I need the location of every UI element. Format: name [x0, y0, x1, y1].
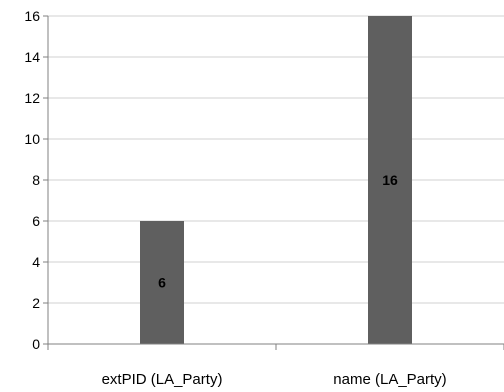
y-tick-label: 14: [24, 49, 40, 65]
x-category-label: extPID (LA_Party): [102, 371, 223, 388]
y-tick-label: 16: [24, 8, 40, 24]
y-tick-label: 2: [32, 295, 40, 311]
data-labels: 6 16: [158, 172, 398, 291]
bar: [368, 16, 412, 344]
y-tick-labels: 0 2 4 6 8 10 12 14 16: [24, 8, 40, 352]
x-category-label: name (LA_Party): [333, 371, 446, 388]
y-tick-label: 10: [24, 131, 40, 147]
gridlines: [43, 15, 504, 350]
bar: [140, 221, 184, 344]
data-label: 16: [382, 172, 398, 188]
y-tick-label: 12: [24, 90, 40, 106]
data-label: 6: [158, 275, 166, 291]
y-tick-label: 6: [32, 213, 40, 229]
y-tick-label: 8: [32, 172, 40, 188]
axes: [47, 16, 504, 345]
y-tick-label: 0: [32, 336, 40, 352]
y-tick-label: 4: [32, 254, 40, 270]
bars: [140, 16, 412, 344]
x-category-labels: extPID (LA_Party) name (LA_Party): [102, 371, 447, 388]
